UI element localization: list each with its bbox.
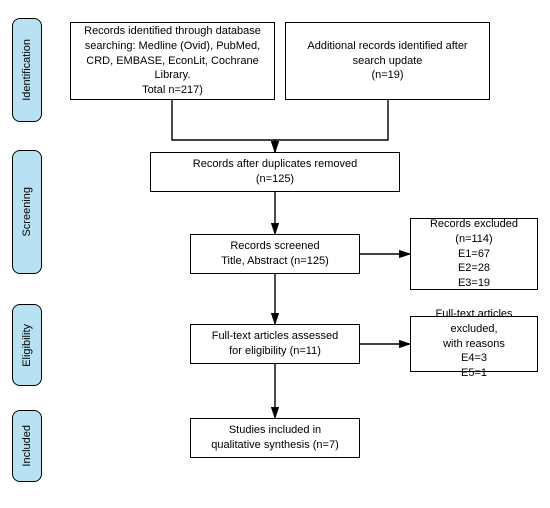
box-excluded-screen: Records excluded (n=114) E1=67 E2=28 E3=…: [410, 218, 538, 290]
box-db-search: Records identified through database sear…: [70, 22, 275, 100]
box-screened-text: Records screened Title, Abstract (n=125): [221, 239, 329, 269]
stage-eligibility: Eligibility: [12, 304, 42, 386]
stage-identification: Identification: [12, 18, 42, 122]
stage-identification-label: Identification: [21, 39, 33, 101]
arrow-additional-to-dedup: [275, 100, 388, 152]
stage-included: Included: [12, 410, 42, 482]
box-additional: Additional records identified after sear…: [285, 22, 490, 100]
box-included-text: Studies included in qualitative synthesi…: [211, 423, 338, 453]
box-fulltext-text: Full-text articles assessed for eligibil…: [212, 329, 339, 359]
box-excluded-fulltext-text: Full-text articles excluded, with reason…: [417, 307, 531, 381]
box-additional-text: Additional records identified after sear…: [307, 39, 467, 84]
arrow-db-to-dedup: [172, 100, 275, 152]
stage-included-label: Included: [21, 425, 33, 467]
box-screened: Records screened Title, Abstract (n=125): [190, 234, 360, 274]
box-excluded-screen-text: Records excluded (n=114) E1=67 E2=28 E3=…: [430, 217, 518, 291]
stage-eligibility-label: Eligibility: [21, 324, 33, 367]
box-dedup-text: Records after duplicates removed (n=125): [193, 157, 357, 187]
stage-screening: Screening: [12, 150, 42, 274]
box-dedup: Records after duplicates removed (n=125): [150, 152, 400, 192]
box-included: Studies included in qualitative synthesi…: [190, 418, 360, 458]
box-fulltext: Full-text articles assessed for eligibil…: [190, 324, 360, 364]
box-db-search-text: Records identified through database sear…: [84, 24, 261, 98]
stage-screening-label: Screening: [21, 187, 33, 237]
box-excluded-fulltext: Full-text articles excluded, with reason…: [410, 316, 538, 372]
